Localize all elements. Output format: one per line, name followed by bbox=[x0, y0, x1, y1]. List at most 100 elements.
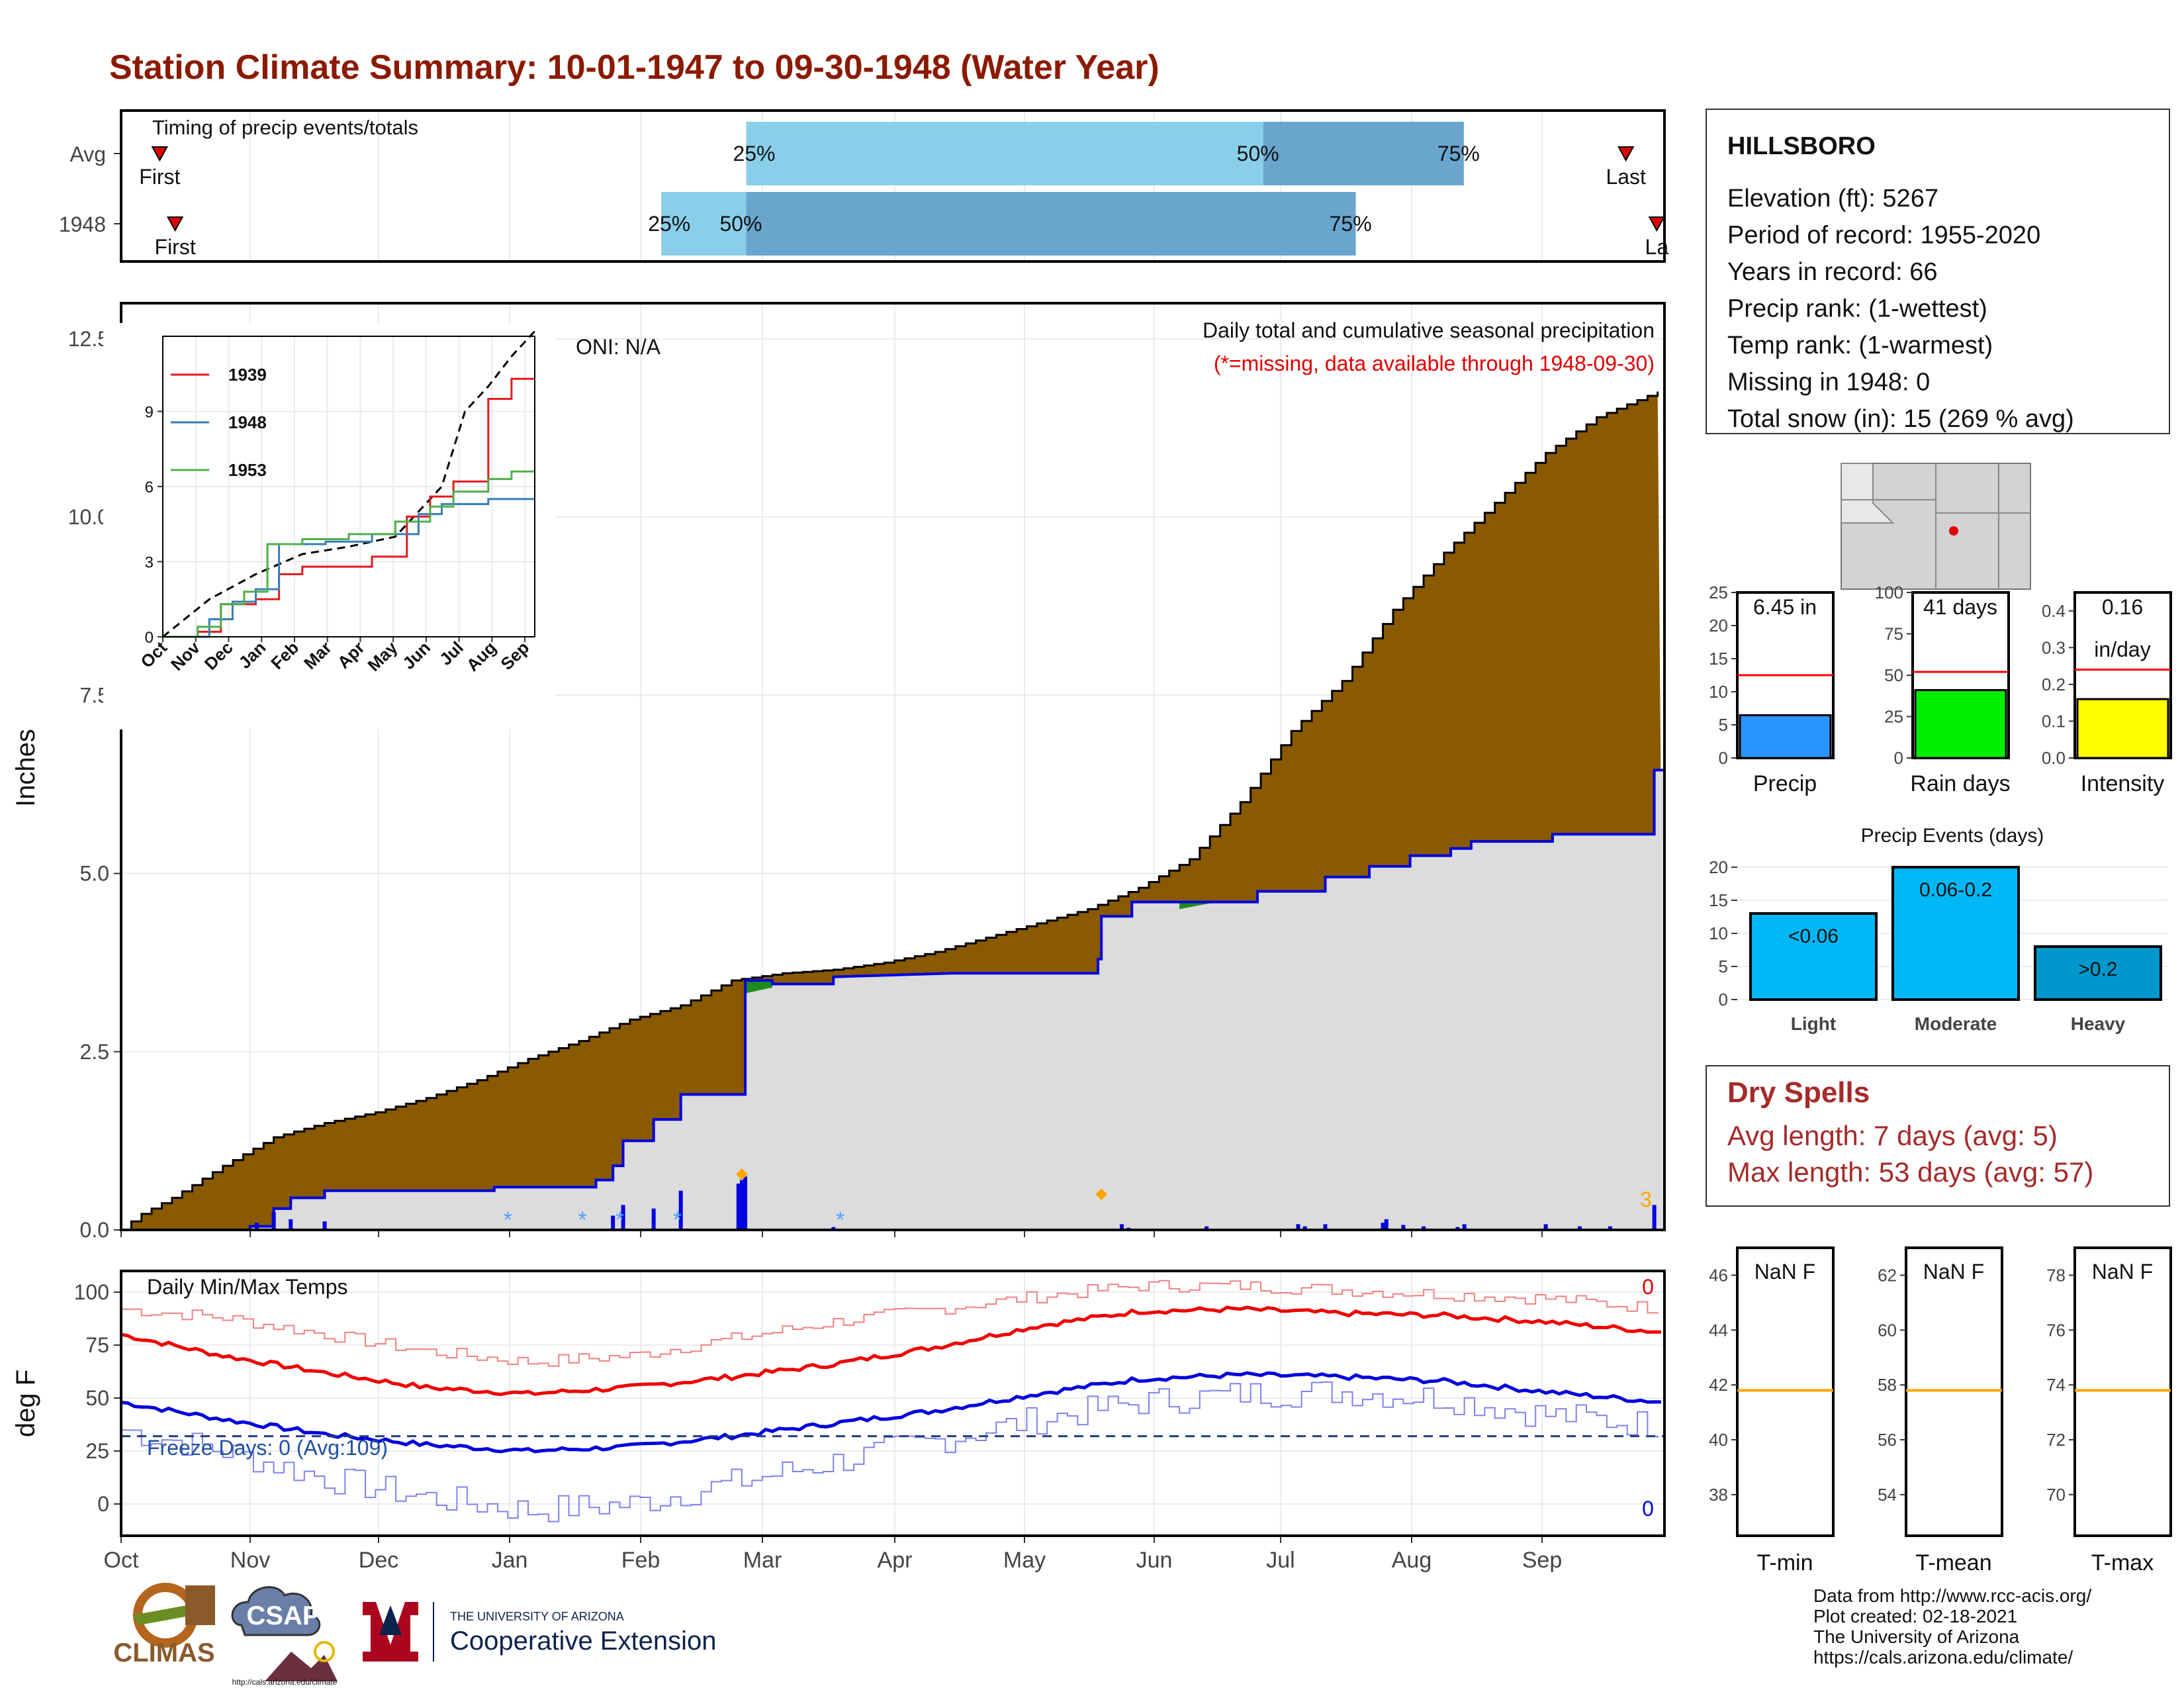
temp-mini-ytick-label: 56 bbox=[1878, 1430, 1897, 1450]
avg-min-temp-line bbox=[120, 1371, 1661, 1454]
temps-ytick-label: 75 bbox=[85, 1333, 109, 1357]
daily-precip-bar bbox=[1652, 1205, 1657, 1230]
temp-mini-ytick-label: 78 bbox=[2046, 1265, 2066, 1285]
ua-big-text: Cooperative Extension bbox=[450, 1626, 716, 1656]
events-ytick-label: 10 bbox=[1709, 923, 1728, 943]
temp-mini-label: T-max bbox=[2091, 1550, 2154, 1575]
daily-precip-bar bbox=[1577, 1226, 1582, 1230]
temp-mini-ytick-label: 74 bbox=[2046, 1375, 2066, 1395]
station-name: HILLSBORO bbox=[1727, 132, 1876, 160]
mini-bar-ytick-label: 0.2 bbox=[2042, 675, 2066, 694]
temps-ytick-label: 50 bbox=[85, 1386, 109, 1410]
precip-ytick-label: 0.0 bbox=[80, 1218, 109, 1242]
cumulative-avg-line bbox=[121, 391, 1659, 1231]
inset-legend-label: 1939 bbox=[228, 365, 267, 385]
daily-precip-bar bbox=[255, 1223, 259, 1230]
avg-max-temp-line bbox=[120, 1305, 1661, 1397]
timing-pct-25: 25% bbox=[648, 212, 690, 236]
timing-panel-border bbox=[120, 109, 1666, 263]
temp-mini-ytick-label: 54 bbox=[1878, 1485, 1897, 1505]
month-label: Oct bbox=[104, 1548, 139, 1573]
dry-spells-max: Max length: 53 days (avg: 57) bbox=[1727, 1156, 2093, 1188]
mini-bar-value: 41 days bbox=[1923, 595, 1997, 619]
timing-bar-yr-50-75 bbox=[746, 192, 1356, 256]
snow-diamond-icon bbox=[1095, 1188, 1108, 1201]
temp-mini-frame bbox=[1736, 1246, 1835, 1537]
precip-ytick-label: 5.0 bbox=[80, 862, 109, 886]
temp-mini-ytick-label: 42 bbox=[1709, 1375, 1728, 1395]
last-marker-icon bbox=[1648, 216, 1666, 232]
precip-ylabel: Inches bbox=[11, 729, 40, 807]
mini-bar-ytick-label: 5 bbox=[1719, 715, 1728, 735]
precip-header: Daily total and cumulative seasonal prec… bbox=[1203, 318, 1655, 342]
mini-bar-ytick-label: 20 bbox=[1709, 616, 1728, 635]
daily-precip-bar bbox=[1381, 1223, 1385, 1230]
timing-pct-75: 75% bbox=[1330, 212, 1372, 236]
inset-avg-line bbox=[162, 330, 536, 638]
mini-bar-ytick-label: 25 bbox=[1884, 707, 1903, 727]
snow-day-marker: * bbox=[504, 1207, 512, 1233]
events-bar-label: Moderate bbox=[1915, 1013, 1997, 1034]
csap-mountain-icon bbox=[265, 1652, 338, 1681]
timing-pct-50: 50% bbox=[1237, 142, 1279, 165]
daily-precip-bar bbox=[1455, 1227, 1460, 1230]
daily-precip-bar bbox=[743, 1176, 748, 1230]
mini-bar-ytick-label: 0.0 bbox=[2042, 748, 2066, 768]
temp-mini-ytick-label: 76 bbox=[2046, 1320, 2066, 1340]
snow-day-marker: * bbox=[836, 1207, 844, 1233]
timing-bar-avg-25-50 bbox=[746, 122, 1263, 185]
temp-mini-label: T-min bbox=[1757, 1550, 1813, 1575]
mini-bar-ytick-label: 75 bbox=[1884, 624, 1903, 644]
daily-precip-bar bbox=[1302, 1226, 1307, 1230]
dry-spells-avg: Avg length: 7 days (avg: 5) bbox=[1727, 1120, 2058, 1151]
timing-bar-yr-25-50 bbox=[661, 192, 747, 256]
month-label: Aug bbox=[1392, 1548, 1432, 1573]
mini-bar-value: 0.16 bbox=[2102, 595, 2143, 619]
temp-mini-ytick-label: 46 bbox=[1709, 1265, 1728, 1285]
oni-label: ONI: N/A bbox=[576, 335, 661, 359]
record-min-temp-line bbox=[121, 1381, 1659, 1523]
daily-precip-bar bbox=[1543, 1224, 1548, 1230]
inset-ytick-label: 3 bbox=[145, 554, 154, 572]
dry-spells-box bbox=[1706, 1065, 2170, 1207]
temp-mini-ytick-label: 70 bbox=[2046, 1485, 2066, 1505]
mini-bar-label: Precip bbox=[1753, 771, 1817, 796]
max-count-label: 0 bbox=[1642, 1275, 1654, 1299]
timing-first-label: First bbox=[155, 235, 196, 259]
station-info-line: Missing in 1948: 0 bbox=[1727, 369, 1930, 397]
cumulative-year-line bbox=[121, 769, 1664, 1231]
mini-bar-ytick-label: 0.3 bbox=[2042, 637, 2066, 657]
precip-corner-count: 3 bbox=[1640, 1188, 1652, 1211]
station-location-dot bbox=[1949, 526, 1958, 536]
daily-precip-bar bbox=[1205, 1226, 1209, 1230]
station-info-line: Temp rank: (1-warmest) bbox=[1727, 332, 1993, 359]
temps-panel-border bbox=[120, 1270, 1666, 1537]
daily-precip-bar bbox=[651, 1208, 656, 1230]
timing-last-label: Last bbox=[1606, 165, 1646, 189]
daily-precip-bar bbox=[736, 1184, 741, 1230]
mini-bar bbox=[1739, 714, 1832, 759]
month-label: May bbox=[1003, 1548, 1046, 1573]
ua-logo-icon bbox=[379, 1605, 402, 1635]
daily-precip-bar bbox=[1119, 1224, 1124, 1230]
first-marker-icon bbox=[151, 146, 168, 162]
cumulative-year-area bbox=[121, 770, 1664, 1230]
station-info-box bbox=[1706, 109, 2170, 434]
daily-precip-bar bbox=[611, 1215, 615, 1230]
first-marker-icon bbox=[166, 216, 184, 232]
temps-label: Daily Min/Max Temps bbox=[147, 1275, 347, 1299]
inset-ytick-label: 6 bbox=[145, 479, 154, 496]
events-ytick-label: 0 bbox=[1719, 990, 1728, 1009]
month-label: Sep bbox=[1522, 1548, 1563, 1573]
climas-logo-text: CLIMAS bbox=[113, 1638, 214, 1667]
mini-bar-value-unit: in/day bbox=[2094, 637, 2150, 661]
daily-precip-bar bbox=[1422, 1226, 1426, 1230]
daily-precip-bar bbox=[289, 1219, 293, 1230]
month-label: Mar bbox=[743, 1548, 782, 1573]
timing-pct-50: 50% bbox=[719, 212, 762, 236]
events-bar-label: Heavy bbox=[2071, 1013, 2126, 1034]
daily-precip-bar bbox=[1323, 1224, 1328, 1230]
station-info-line: Precip rank: (1-wettest) bbox=[1727, 295, 1987, 323]
